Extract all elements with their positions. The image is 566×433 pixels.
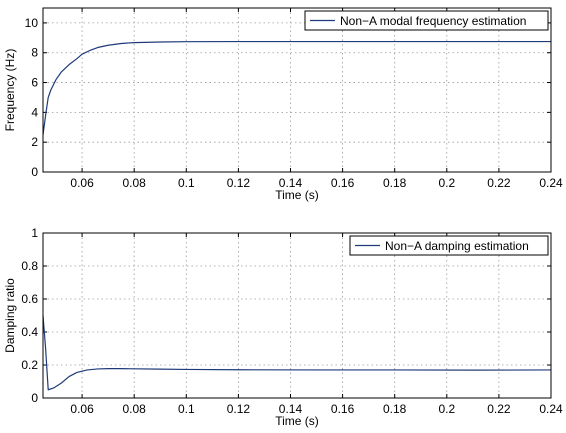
y-tick-label: 0.8 [21, 259, 38, 273]
series-line-1 [42, 40, 551, 135]
x-tick-label: 0.1 [178, 402, 195, 416]
x-tick-label: 0.18 [383, 402, 407, 416]
x-tick-label: 0.06 [70, 402, 94, 416]
legend: Non−A damping estimation [349, 235, 549, 256]
x-tick-label: 0.16 [331, 176, 355, 190]
y-tick-label: 8 [31, 46, 38, 60]
x-tick-label: 0.2 [438, 176, 455, 190]
legend-label: Non−A modal frequency estimation [340, 14, 526, 28]
chart-panel-1: 0.06 0.08 0.1 0.12 0.14 0.16 0.18 0.2 0.22 0.24 0 2… [3, 7, 563, 202]
x-tick-label: 0.24 [539, 402, 563, 416]
plot-area [42, 232, 552, 399]
x-tick-label: 0.1 [178, 176, 195, 190]
chart-panel-2: 0.06 0.08 0.1 0.12 0.14 0.16 0.18 0.2 0.22 0.24 0 0… [3, 226, 563, 428]
x-tick-label: 0.12 [227, 402, 251, 416]
y-tick-label: 0.2 [21, 358, 38, 372]
x-axis-label: Time (s) [275, 414, 319, 428]
plot-frame [42, 232, 552, 399]
x-tick-label: 0.14 [279, 176, 303, 190]
x-tick-label: 0.16 [331, 402, 355, 416]
y-tick-label: 10 [25, 16, 39, 30]
x-tick-label: 0.14 [279, 402, 303, 416]
x-axis-label: Time (s) [275, 188, 319, 202]
x-tick-label: 0.12 [227, 176, 251, 190]
y-tick-label: 0.4 [21, 325, 38, 339]
y-tick-label: 0.6 [21, 292, 38, 306]
x-tick-label: 0.22 [487, 176, 511, 190]
legend-box [304, 10, 549, 31]
y-tick-label: 2 [31, 135, 38, 149]
y-tick-label: 0 [31, 391, 38, 405]
y-tick-label: 6 [31, 76, 38, 90]
x-tick-label: 0.18 [383, 176, 407, 190]
x-tick-label: 0.06 [70, 176, 94, 190]
x-tick-label: 0.24 [539, 176, 563, 190]
legend: Non−A modal frequency estimation [304, 10, 549, 31]
x-tick-label: 0.22 [487, 402, 511, 416]
y-axis-label: Frequency (Hz) [3, 49, 17, 132]
y-tick-label: 0 [31, 165, 38, 179]
legend-label: Non−A damping estimation [385, 239, 529, 253]
plot-area [42, 7, 552, 173]
x-tick-label: 0.08 [122, 176, 146, 190]
y-tick-label: 1 [31, 226, 38, 240]
y-axis-label: Damping ratio [3, 278, 17, 353]
plot-frame [42, 7, 552, 173]
x-tick-label: 0.2 [438, 402, 455, 416]
x-tick-label: 0.08 [122, 402, 146, 416]
legend-box [349, 235, 549, 256]
y-tick-label: 4 [31, 105, 38, 119]
series-line-1 [42, 315, 552, 391]
